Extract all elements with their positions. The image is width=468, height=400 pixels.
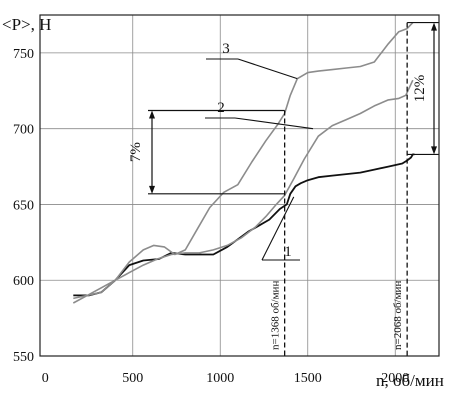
series-lines xyxy=(72,22,415,304)
curve-label-2: 2 xyxy=(217,100,225,116)
grid xyxy=(40,15,439,356)
y-tick-label: 550 xyxy=(13,350,34,365)
x-axis-label: n, об/мин xyxy=(376,371,444,390)
y-tick-label: 650 xyxy=(13,198,34,213)
callout-leader-2 xyxy=(234,117,314,130)
tick-labels: 0 500 1000 1500 2000 550 600 650 700 750 xyxy=(13,47,409,386)
plot-frame xyxy=(39,14,440,357)
series-line-1 xyxy=(73,153,415,297)
bracket-7-arrow-up xyxy=(149,110,155,119)
y-tick-label: 750 xyxy=(13,47,34,62)
series-line-3 xyxy=(73,22,414,300)
x-tick-label: 500 xyxy=(122,371,143,386)
series-line-2 xyxy=(72,79,414,304)
y-tick-label: 600 xyxy=(13,274,34,289)
y-axis-label: <P>, Н xyxy=(2,15,51,34)
marker-label: n=2068 об/мин xyxy=(392,281,404,350)
bracket-12-arrow-up xyxy=(431,22,437,31)
x-tick-label: 2000 xyxy=(381,371,409,386)
marker-label: n=1368 об/мин xyxy=(270,281,282,350)
annotations: 7% 12% 1 2 3 xyxy=(128,21,439,261)
y-tick-label: 700 xyxy=(13,123,34,138)
curve-label-3: 3 xyxy=(222,41,230,57)
bracket-7-label: 7% xyxy=(128,142,144,162)
x-tick-label: 1500 xyxy=(294,371,322,386)
x-tick-label: 1000 xyxy=(206,371,234,386)
callout-leader-1 xyxy=(261,196,295,261)
bracket-12-label: 12% xyxy=(412,75,428,103)
bracket-7-arrow-down xyxy=(149,185,155,194)
bracket-12-arrow-down xyxy=(431,146,437,155)
markers: n=1368 об/мин n=2068 об/мин xyxy=(270,22,408,356)
callout-leader-3 xyxy=(237,58,298,80)
x-tick-label: 0 xyxy=(42,371,49,386)
curve-label-1: 1 xyxy=(284,244,292,260)
